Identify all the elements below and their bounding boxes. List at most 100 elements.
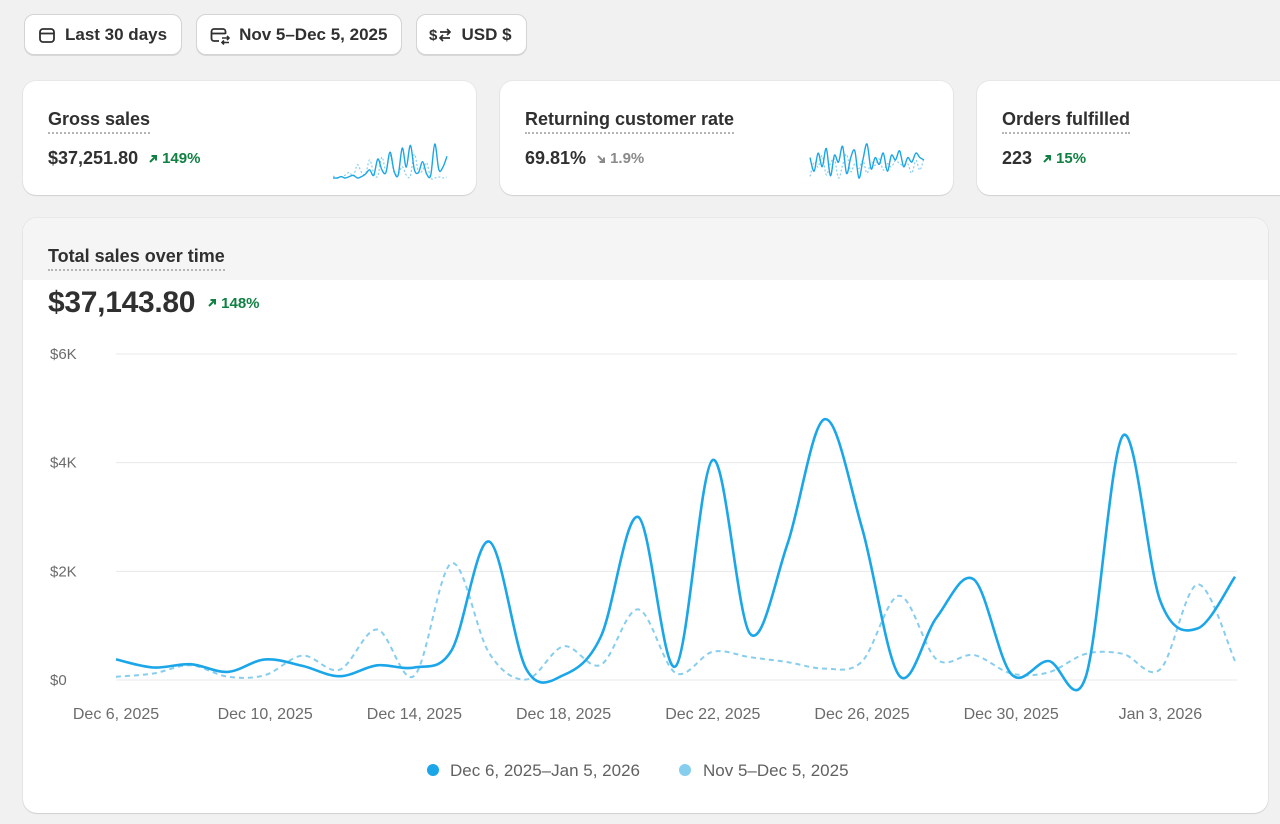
x-tick-label: Dec 22, 2025 bbox=[665, 706, 760, 723]
metric-title: Orders fulfilled bbox=[1002, 109, 1131, 134]
data-point-previous bbox=[635, 606, 641, 612]
currency-label: USD $ bbox=[461, 24, 512, 44]
sparkline-current bbox=[809, 143, 925, 179]
calendar-compare-icon bbox=[210, 27, 231, 45]
series-line-current bbox=[115, 417, 1237, 692]
data-point-current bbox=[300, 663, 306, 669]
date-range-button[interactable]: Last 30 days bbox=[24, 14, 183, 55]
data-point-current bbox=[859, 525, 865, 531]
legend-swatch-previous bbox=[679, 764, 691, 776]
compare-range-button[interactable]: Nov 5–Dec 5, 2025 bbox=[196, 14, 403, 55]
data-point-previous bbox=[449, 560, 455, 566]
currency-swap-icon: $ bbox=[429, 27, 452, 44]
data-point-previous bbox=[1046, 669, 1052, 675]
data-point-current bbox=[1232, 574, 1238, 580]
chart-legend: Dec 6, 2025–Jan 5, 2026 Nov 5–Dec 5, 2025 bbox=[427, 761, 849, 780]
data-point-previous bbox=[598, 662, 604, 668]
data-point-previous bbox=[262, 672, 268, 678]
data-point-previous bbox=[971, 652, 977, 658]
data-point-previous bbox=[486, 650, 492, 656]
data-point-previous bbox=[710, 649, 716, 655]
metric-delta-value: 1.9% bbox=[610, 150, 645, 167]
data-point-previous bbox=[561, 643, 567, 649]
data-point-current bbox=[896, 673, 902, 679]
data-point-current bbox=[561, 672, 567, 678]
panel-value: $37,143.80 bbox=[48, 286, 196, 319]
series-line-previous bbox=[115, 562, 1236, 681]
arrow-up-right-icon bbox=[208, 299, 217, 307]
data-point-previous bbox=[1008, 670, 1014, 676]
panel-delta: 148% bbox=[207, 294, 260, 312]
data-point-previous bbox=[1157, 666, 1163, 672]
arrow-down-right-icon bbox=[597, 154, 606, 163]
data-point-previous bbox=[747, 654, 753, 660]
panel-title[interactable]: Total sales over time bbox=[48, 246, 225, 271]
data-point-current bbox=[673, 663, 679, 669]
data-point-previous bbox=[113, 674, 119, 680]
arrow-up-right-icon bbox=[149, 154, 158, 163]
data-point-current bbox=[486, 538, 492, 544]
toolbar: Last 30 days Nov 5–Dec 5, 2025 $ USD $ bbox=[24, 14, 527, 55]
x-tick-label: Dec 18, 2025 bbox=[516, 706, 611, 723]
data-point-current bbox=[1046, 658, 1052, 664]
panel-delta-value: 148% bbox=[221, 294, 260, 312]
calendar-icon bbox=[39, 27, 55, 43]
x-tick-label: Dec 30, 2025 bbox=[964, 706, 1059, 723]
data-point-current bbox=[1195, 625, 1201, 631]
metric-delta-value: 149% bbox=[162, 150, 201, 167]
data-point-current bbox=[337, 673, 343, 679]
metric-title: Returning customer rate bbox=[525, 109, 735, 134]
x-tick-label: Dec 14, 2025 bbox=[367, 706, 462, 723]
y-tick-label: $2K bbox=[50, 563, 77, 580]
svg-text:$: $ bbox=[429, 27, 438, 44]
y-tick-label: $4K bbox=[50, 455, 77, 472]
metric-delta-value: 15% bbox=[1056, 150, 1087, 167]
metric-value: $37,251.80 bbox=[48, 148, 139, 168]
currency-button[interactable]: $ USD $ bbox=[416, 14, 527, 55]
metric-card-gross-sales[interactable]: Gross sales $37,251.80 149% bbox=[23, 81, 476, 195]
data-point-previous bbox=[1195, 581, 1201, 587]
metric-cards: Gross sales $37,251.80 149% Returning cu… bbox=[23, 81, 1280, 195]
data-point-current bbox=[822, 416, 828, 422]
data-point-previous bbox=[934, 656, 940, 662]
data-point-previous bbox=[1232, 658, 1238, 664]
data-point-current bbox=[635, 514, 641, 520]
total-sales-panel: $0 $2K $4K $6K Dec 6, 2025 Dec 10, 2025 Dec 14… bbox=[23, 218, 1268, 813]
metric-card-returning-customer-rate[interactable]: Returning customer rate 69.81% 1.9% bbox=[500, 81, 953, 195]
metric-delta: 149% bbox=[148, 150, 200, 167]
data-point-current bbox=[262, 656, 268, 662]
legend-label-current[interactable]: Dec 6, 2025–Jan 5, 2026 bbox=[450, 761, 640, 780]
x-tick-label: Dec 6, 2025 bbox=[73, 706, 159, 723]
data-point-previous bbox=[1120, 651, 1126, 657]
data-point-previous bbox=[784, 659, 790, 665]
metric-title: Gross sales bbox=[48, 109, 151, 134]
sparkline-current bbox=[332, 143, 448, 179]
data-point-previous bbox=[188, 662, 194, 668]
sparkline-gross-sales bbox=[332, 143, 448, 180]
legend-label-previous[interactable]: Nov 5–Dec 5, 2025 bbox=[703, 761, 849, 780]
data-point-previous bbox=[896, 593, 902, 599]
data-point-current bbox=[747, 631, 753, 637]
data-point-previous bbox=[150, 670, 156, 676]
compare-range-label: Nov 5–Dec 5, 2025 bbox=[239, 24, 388, 44]
metric-card-orders-fulfilled[interactable]: Orders fulfilled 223 15% bbox=[977, 81, 1280, 195]
data-point-previous bbox=[822, 666, 828, 672]
data-point-previous bbox=[337, 667, 343, 673]
data-point-current bbox=[710, 457, 716, 463]
data-point-current bbox=[934, 615, 940, 621]
data-point-previous bbox=[225, 674, 231, 680]
data-point-previous bbox=[859, 659, 865, 665]
data-point-previous bbox=[523, 676, 529, 682]
data-point-previous bbox=[411, 673, 417, 679]
data-point-current bbox=[113, 656, 119, 662]
x-tick-label: Jan 3, 2026 bbox=[1119, 706, 1203, 723]
data-point-current bbox=[1157, 598, 1163, 604]
sparkline-previous bbox=[332, 153, 448, 180]
arrow-up-right-icon bbox=[1043, 154, 1052, 163]
metric-delta: 15% bbox=[1042, 150, 1086, 167]
panel-header bbox=[23, 218, 1268, 280]
total-sales-chart[interactable]: $0 $2K $4K $6K Dec 6, 2025 Dec 10, 2025 Dec 14… bbox=[23, 218, 1268, 813]
data-point-current bbox=[411, 665, 417, 671]
data-point-previous bbox=[300, 653, 306, 659]
x-tick-label: Dec 26, 2025 bbox=[814, 706, 909, 723]
